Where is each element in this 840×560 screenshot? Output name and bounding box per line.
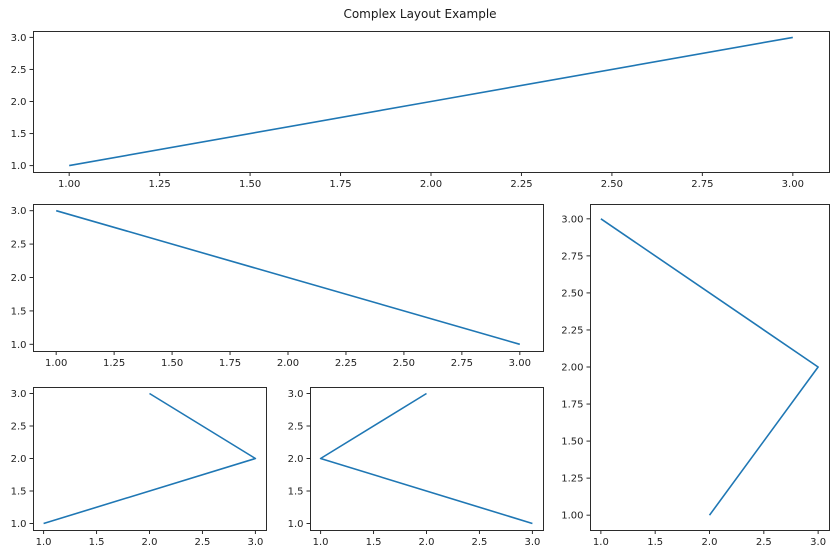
axes-ax2-y-tick-label: 3.0: [11, 206, 27, 217]
axes-ax2-y-tick-label: 2.5: [11, 240, 27, 251]
axes-ax3-y-tick-label: 1.25: [561, 474, 583, 485]
axes-ax3-y-tick-label: 1.50: [561, 437, 583, 448]
axes-ax5-x-tick-label: 3.0: [524, 537, 540, 548]
axes-ax2-data-line: [55, 209, 521, 346]
axes-ax2-x-tick-label: 3.00: [509, 358, 531, 369]
axes-ax1-x-tick-label: 1.00: [58, 179, 80, 190]
axes-ax4-x-tick-label: 2.0: [142, 537, 158, 548]
axes-ax4-x-tick-label: 3.0: [247, 537, 263, 548]
axes-ax4-y-tick-label: 2.5: [11, 422, 27, 433]
axes-ax1-x-tick-label: 2.75: [691, 179, 713, 190]
axes-ax1-data-line: [69, 36, 793, 167]
axes-ax2-x-tick-label: 1.75: [219, 358, 241, 369]
axes-ax3-y-tick-label: 1.75: [561, 400, 583, 411]
axes-ax5-y-tick-label: 2.0: [288, 454, 304, 465]
axes-ax4-frame: [33, 387, 267, 531]
axes-ax5-x-tick-label: 2.5: [472, 537, 488, 548]
axes-ax1-y-tick-label: 2.0: [11, 97, 27, 108]
axes-ax5-data-line: [319, 392, 533, 525]
axes-ax3-frame: [590, 204, 830, 531]
axes-ax3-x-tick-label: 1.5: [647, 537, 663, 548]
axes-ax5-y-tick-label: 1.5: [288, 487, 304, 498]
axes-ax3-y-tick-label: 2.00: [561, 363, 583, 374]
axes-ax5-frame: [310, 387, 544, 531]
axes-ax1-y-tick-label: 3.0: [11, 33, 27, 44]
axes-ax3-y-tick-label: 2.50: [561, 288, 583, 299]
axes-ax1-y-tick-label: 1.5: [11, 129, 27, 140]
axes-ax1-x-tick-label: 1.50: [239, 179, 261, 190]
axes-ax1-x-tick-label: 1.75: [329, 179, 351, 190]
axes-ax1-x-tick-label: 2.25: [510, 179, 532, 190]
axes-ax5-y-tick-label: 3.0: [288, 389, 304, 400]
axes-ax1-x-tick-label: 1.25: [149, 179, 171, 190]
axes-ax3-y-tick-label: 1.00: [561, 511, 583, 522]
axes-ax2-x-tick-label: 1.50: [161, 358, 183, 369]
figure-title: Complex Layout Example: [343, 7, 497, 21]
axes-ax1-x-tick-label: 2.00: [420, 179, 442, 190]
axes-ax1-y-tick-label: 1.0: [11, 161, 27, 172]
axes-ax4-y-tick-label: 3.0: [11, 389, 27, 400]
axes-ax3-y-tick-label: 2.25: [561, 325, 583, 336]
axes-ax2-y-tick-label: 1.0: [11, 340, 27, 351]
axes-ax5-y-tick-label: 1.0: [288, 519, 304, 530]
axes-ax2-x-tick-label: 1.25: [103, 358, 125, 369]
axes-ax4-y-tick-label: 2.0: [11, 454, 27, 465]
axes-ax3-x-tick-label: 2.5: [756, 537, 772, 548]
axes-ax5-x-tick-label: 1.0: [313, 537, 329, 548]
axes-ax3-x-tick-label: 1.0: [593, 537, 609, 548]
axes-ax3-x-tick-label: 2.0: [702, 537, 718, 548]
axes-ax2-y-tick-label: 2.0: [11, 273, 27, 284]
axes-ax2-x-tick-label: 2.00: [277, 358, 299, 369]
axes-ax5-x-tick-label: 1.5: [366, 537, 382, 548]
axes-ax5-x-tick-label: 2.0: [419, 537, 435, 548]
axes-ax2-x-tick-label: 1.00: [45, 358, 67, 369]
axes-ax2-y-tick-label: 1.5: [11, 306, 27, 317]
axes-ax2-x-tick-label: 2.25: [335, 358, 357, 369]
axes-ax3-data-line: [600, 218, 819, 516]
axes-ax1-x-tick-label: 3.00: [782, 179, 804, 190]
axes-ax2-x-tick-label: 2.75: [451, 358, 473, 369]
axes-ax4-y-tick-label: 1.0: [11, 519, 27, 530]
axes-ax1-x-tick-label: 2.50: [601, 179, 623, 190]
axes-ax5-y-tick-label: 2.5: [288, 422, 304, 433]
axes-ax2-x-tick-label: 2.50: [393, 358, 415, 369]
axes-ax3-x-tick-label: 3.0: [810, 537, 826, 548]
axes-ax4-y-tick-label: 1.5: [11, 487, 27, 498]
axes-ax3-y-tick-label: 3.00: [561, 214, 583, 225]
axes-ax4-x-tick-label: 2.5: [195, 537, 211, 548]
axes-ax4-x-tick-label: 1.0: [36, 537, 52, 548]
axes-ax4-x-tick-label: 1.5: [89, 537, 105, 548]
axes-ax4-data-line: [43, 392, 257, 525]
axes-ax3-y-tick-label: 2.75: [561, 251, 583, 262]
axes-ax1-y-tick-label: 2.5: [11, 65, 27, 76]
